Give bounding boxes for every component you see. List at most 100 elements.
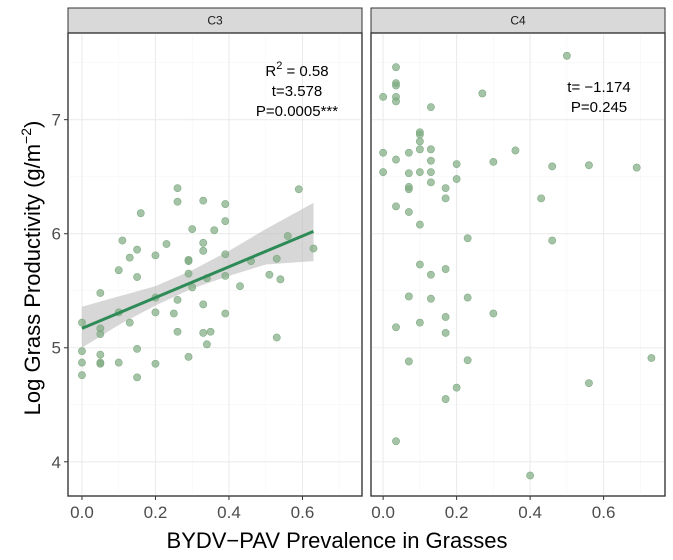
data-point [415,145,424,154]
data-point [585,161,593,170]
data-point [236,282,244,291]
data-point [537,194,546,203]
x-tick-label: 0.4 [518,503,542,522]
data-point [199,329,208,337]
panel-border [67,32,363,497]
data-point [309,244,318,253]
data-point [221,250,230,259]
y-axis-title: Log Grass Productivity (g/m−2) [18,121,45,416]
data-point [452,160,461,169]
facet-strip [67,7,363,34]
data-point [125,253,134,262]
data-point [392,323,400,332]
data-point [632,163,641,172]
data-point [133,273,141,281]
data-point [206,327,215,336]
data-point [276,275,285,284]
data-point [203,340,211,349]
data-point [118,236,127,245]
data-point [210,226,219,235]
data-point [463,293,472,302]
data-point [415,168,424,177]
data-point [151,359,160,368]
data-point [379,92,388,101]
data-point [585,379,593,388]
facet-label: C4 [510,14,526,28]
data-point [125,318,134,327]
data-point [548,236,557,245]
t-statistic-annotation: t= −1.174 [567,79,630,96]
data-point [441,184,450,192]
data-point [404,169,413,178]
data-point [415,318,424,327]
data-point [133,344,141,353]
data-point [78,358,86,367]
data-point [265,270,274,279]
data-point [427,270,435,279]
data-point [199,246,208,255]
data-point [96,358,105,367]
data-point [427,103,435,112]
y-tick-label: 6 [52,225,61,244]
data-point [133,245,141,254]
p-value-annotation: P=0.0005*** [256,103,338,120]
data-point [427,178,435,187]
data-point [392,155,400,164]
data-point [392,63,400,72]
y-tick-label: 5 [52,339,61,358]
data-point [379,168,388,177]
y-tick-label: 7 [52,111,61,130]
data-point [221,200,230,208]
data-point [379,148,388,157]
data-point [78,371,86,380]
r-squared-annotation: R2 = 0.58 [265,60,328,80]
data-point [562,51,571,60]
data-point [415,260,424,269]
data-point [463,234,472,243]
data-point [404,357,413,366]
panel-c4: C4 0.0 0.2 0.4 0.6 t= −1.174 P=0.245 [370,7,666,522]
data-point [404,208,413,216]
panel-border [370,32,666,497]
x-tick-label: 0.0 [70,503,94,522]
data-point [392,202,400,211]
data-point [199,238,208,247]
data-point [283,232,292,240]
data-point [392,97,400,106]
data-point [96,289,105,297]
data-point [441,313,450,321]
data-point [415,220,424,229]
data-point [78,347,86,356]
data-point [173,327,182,336]
data-point [427,294,435,303]
data-point [162,240,171,248]
data-point [392,81,400,90]
data-point [136,209,145,218]
data-point [184,269,193,278]
data-point [404,292,413,301]
data-point [96,350,105,359]
x-tick-label: 0.2 [445,503,469,522]
data-point [114,266,123,275]
data-point [404,185,413,194]
data-point [294,185,303,194]
data-point [114,358,123,367]
p-value-annotation: P=0.245 [571,99,627,116]
data-point [392,437,400,446]
data-point [548,162,557,171]
data-point [427,145,435,154]
data-point [463,356,472,365]
data-point [526,471,535,480]
x-axis-title: BYDV−PAV Prevalence in Grasses [167,528,508,553]
data-point [173,197,182,206]
data-point [478,89,487,98]
data-point [427,168,435,177]
data-point [133,373,141,382]
data-point [272,254,281,263]
data-point [184,257,193,265]
data-point [647,354,656,362]
y-axis: 4 5 6 7 [52,111,68,472]
data-point [441,329,450,337]
data-point [221,272,230,280]
confidence-ribbon [81,202,314,348]
